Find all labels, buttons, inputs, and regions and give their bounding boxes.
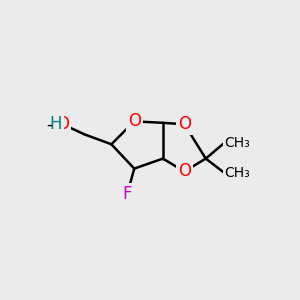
Text: H: H: [49, 115, 62, 133]
Text: O: O: [56, 115, 69, 133]
Text: O: O: [128, 112, 141, 130]
Text: CH₃: CH₃: [224, 136, 250, 150]
Text: -: -: [46, 115, 52, 133]
Text: F: F: [122, 185, 132, 203]
Text: O: O: [178, 163, 191, 181]
Text: O: O: [178, 115, 191, 133]
Text: CH₃: CH₃: [224, 166, 250, 180]
